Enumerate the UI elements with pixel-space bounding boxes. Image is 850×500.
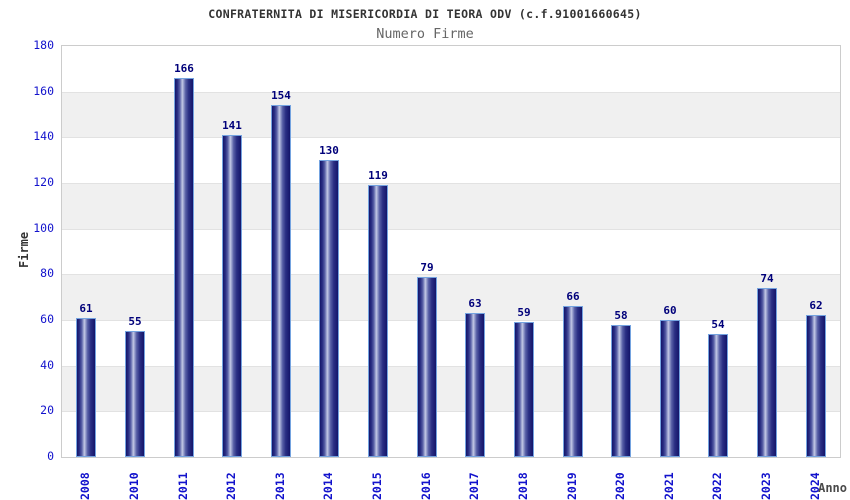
- y-tick-label: 160: [33, 84, 54, 98]
- y-tick-label: 60: [40, 312, 54, 326]
- y-tick-label: 0: [47, 449, 54, 463]
- y-tick-label: 180: [33, 38, 54, 52]
- bar: [611, 325, 631, 457]
- bar: [563, 306, 583, 457]
- bar-value-label: 60: [663, 304, 677, 317]
- x-tick-label: 2008: [78, 472, 92, 500]
- x-tick-label: 2012: [224, 472, 238, 500]
- bar: [174, 78, 194, 457]
- gridline: [62, 137, 840, 138]
- bar: [271, 105, 291, 457]
- x-tick-label: 2014: [321, 472, 335, 500]
- bar-value-label: 74: [760, 272, 774, 285]
- bar: [319, 160, 339, 457]
- bar-value-label: 55: [128, 315, 142, 328]
- bar-value-label: 63: [468, 297, 482, 310]
- x-tick-label: 2021: [662, 472, 676, 500]
- bar-value-label: 119: [368, 169, 388, 182]
- bar: [514, 322, 534, 457]
- bar: [660, 320, 680, 457]
- y-tick-label: 40: [40, 358, 54, 372]
- bar: [222, 135, 242, 457]
- x-tick-label: 2011: [176, 472, 190, 500]
- gridline: [62, 274, 840, 275]
- bar: [465, 313, 485, 457]
- bar: [125, 331, 145, 457]
- y-tick-label: 80: [40, 266, 54, 280]
- y-tick-label: 100: [33, 221, 54, 235]
- bar: [417, 277, 437, 457]
- x-tick-label: 2018: [516, 472, 530, 500]
- y-tick-label: 140: [33, 129, 54, 143]
- bar-value-label: 58: [614, 309, 628, 322]
- bar-value-label: 61: [79, 302, 93, 315]
- x-tick-label: 2023: [759, 472, 773, 500]
- chart-subtitle: Numero Firme: [376, 26, 474, 42]
- x-tick-label: 2010: [127, 472, 141, 500]
- x-tick-label: 2017: [467, 472, 481, 500]
- x-tick-label: 2013: [273, 472, 287, 500]
- bar: [368, 185, 388, 457]
- bar-value-label: 166: [174, 62, 194, 75]
- x-tick-label: 2022: [710, 472, 724, 500]
- y-axis-title: Firme: [17, 231, 31, 269]
- y-tick-label: 120: [33, 175, 54, 189]
- gridline: [62, 320, 840, 321]
- x-tick-label: 2020: [613, 472, 627, 500]
- gridline: [62, 411, 840, 412]
- bar-value-label: 54: [711, 318, 725, 331]
- gridline: [62, 366, 840, 367]
- bar-value-label: 154: [271, 89, 291, 102]
- chart-title: CONFRATERNITA DI MISERICORDIA DI TEORA O…: [208, 7, 642, 21]
- bar-value-label: 59: [517, 306, 531, 319]
- bar-value-label: 66: [566, 290, 580, 303]
- bar: [757, 288, 777, 457]
- x-tick-label: 2015: [370, 472, 384, 500]
- bar-value-label: 141: [222, 119, 242, 132]
- gridline: [62, 229, 840, 230]
- bar: [806, 315, 826, 457]
- y-tick-label: 20: [40, 403, 54, 417]
- gridline: [62, 183, 840, 184]
- x-axis-title: Anno: [818, 481, 847, 495]
- x-tick-label: 2016: [419, 472, 433, 500]
- bar: [76, 318, 96, 457]
- plot-area: 61 55 166 141 154 130 119 79 63 59 66 58 60 54 74 62: [61, 45, 841, 458]
- bar-value-label: 79: [420, 261, 434, 274]
- bar-value-label: 62: [809, 299, 823, 312]
- bar: [708, 334, 728, 457]
- bar-value-label: 130: [319, 144, 339, 157]
- gridline: [62, 92, 840, 93]
- x-tick-label: 2019: [565, 472, 579, 500]
